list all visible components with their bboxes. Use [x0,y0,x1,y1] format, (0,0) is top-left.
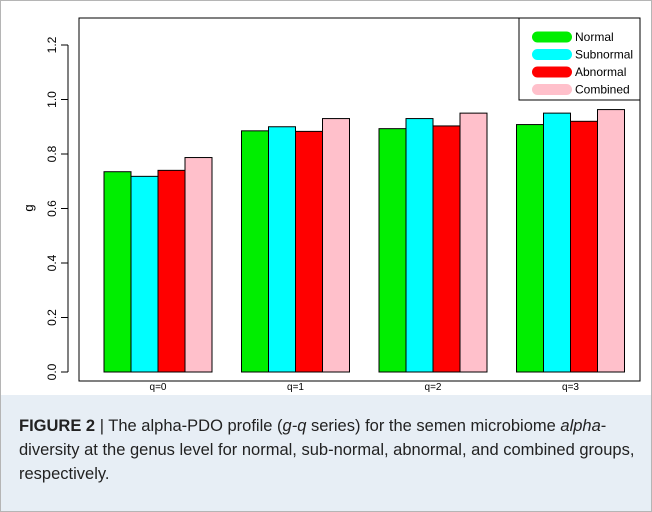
x-tick-label: q=1 [287,382,304,393]
bar-abnormal-1 [295,130,323,373]
legend-swatch [532,66,572,78]
figure-caption: FIGURE 2 | The alpha-PDO profile (g-q se… [19,414,639,486]
legend-label: Subnormal [575,48,633,62]
legend-swatch [532,31,572,43]
bar-abnormal-0 [157,169,186,373]
caption-text-part: The alpha-PDO profile ( [108,417,283,435]
bar-combined-1 [322,118,350,373]
bar-normal-2 [378,128,407,373]
caption-text-part: series) for the semen microbiome [306,417,561,435]
y-tick-label: 0.6 [45,200,59,217]
bar-normal-0 [103,171,132,373]
legend-label: Abnormal [575,65,626,79]
bars-group [103,109,625,373]
plot-area [78,17,641,382]
y-tick-label: 1.0 [45,91,59,108]
caption-box: FIGURE 2 | The alpha-PDO profile (g-q se… [1,395,651,511]
x-tick-label: q=3 [562,382,579,393]
caption-separator: | [95,417,109,435]
legend-swatch [532,84,572,95]
bar-subnormal-3 [543,112,571,373]
x-axis-labels: q=0 q=1 q=2 q=3 [150,382,580,393]
bar-combined-0 [184,157,213,373]
y-axis-ticks: 0.0 0.2 0.4 0.6 0.8 1.0 1.2 [45,36,68,380]
y-tick-label: 0.2 [45,309,59,326]
bar-subnormal-1 [268,126,296,373]
caption-text-part: -diversity at the genus level for normal… [19,417,635,483]
y-tick-label: 0.0 [45,363,59,380]
caption-italic-alpha: alpha [560,417,601,435]
bar-combined-2 [459,112,488,373]
bar-normal-3 [516,124,544,373]
legend-swatch [532,49,572,60]
bar-normal-1 [241,130,269,373]
caption-italic-gq: g-q [282,417,307,435]
y-tick-label: 0.4 [45,254,59,271]
y-tick-label: 1.2 [45,36,59,53]
x-tick-label: q=2 [425,382,442,393]
caption-label: FIGURE 2 [19,417,96,435]
y-tick-label: 0.8 [45,145,59,162]
x-tick-label: q=0 [150,382,167,393]
bar-subnormal-2 [405,118,434,373]
bar-combined-3 [597,109,625,373]
y-axis-label: g [21,204,36,211]
bar-subnormal-0 [130,175,159,373]
legend-label: Combined [575,83,630,97]
bar-chart: 0.0 0.2 0.4 0.6 0.8 1.0 1.2 g q=0 q=1 q=2 q=3 Nor… [21,17,641,393]
bar-abnormal-2 [432,125,461,373]
bar-abnormal-3 [570,120,598,373]
legend-label: Normal [575,30,614,44]
legend: Normal Subnormal Abnormal Combined [518,17,641,101]
